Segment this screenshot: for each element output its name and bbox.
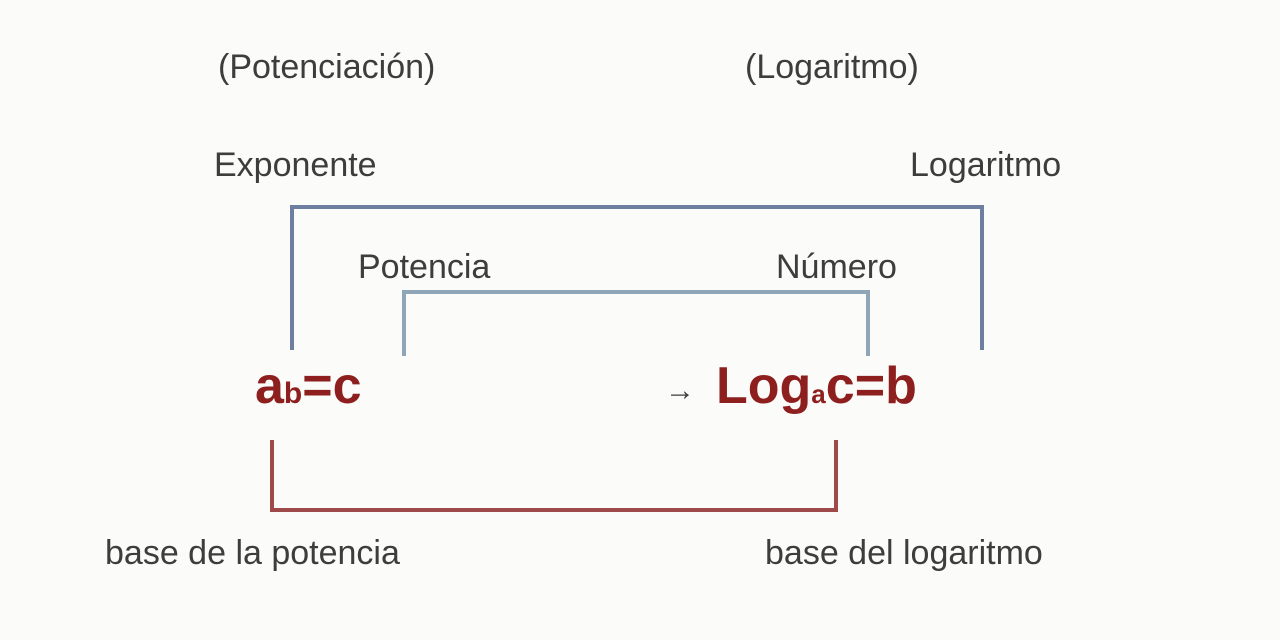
upper-label-left: Exponente (214, 146, 377, 185)
upper-label-right: Logaritmo (910, 146, 1061, 185)
header-right: (Logaritmo) (745, 48, 919, 87)
formula-right-sub: a (811, 379, 825, 410)
bracket-bottom (270, 440, 838, 512)
formula-left: ab = c (255, 356, 362, 416)
formula-left-base: a (255, 356, 284, 416)
formula-left-result: c (333, 356, 362, 416)
formula-left-eq: = (302, 356, 332, 416)
formula-right-result: b (885, 356, 917, 416)
formula-right-log: Log (716, 356, 811, 416)
bottom-label-left: base de la potencia (105, 534, 400, 573)
bottom-label-right: base del logaritmo (765, 534, 1043, 573)
formula-right-eq: = (855, 356, 885, 416)
header-left: (Potenciación) (218, 48, 435, 87)
formula-left-exp: b (284, 377, 302, 411)
formula-right-arg: c (826, 356, 855, 416)
mid-label-left: Potencia (358, 248, 490, 287)
formula-right: Loga c = b (716, 356, 917, 416)
mid-label-right: Número (776, 248, 897, 287)
bracket-top-inner (402, 290, 870, 356)
arrow-icon: → (665, 374, 695, 408)
